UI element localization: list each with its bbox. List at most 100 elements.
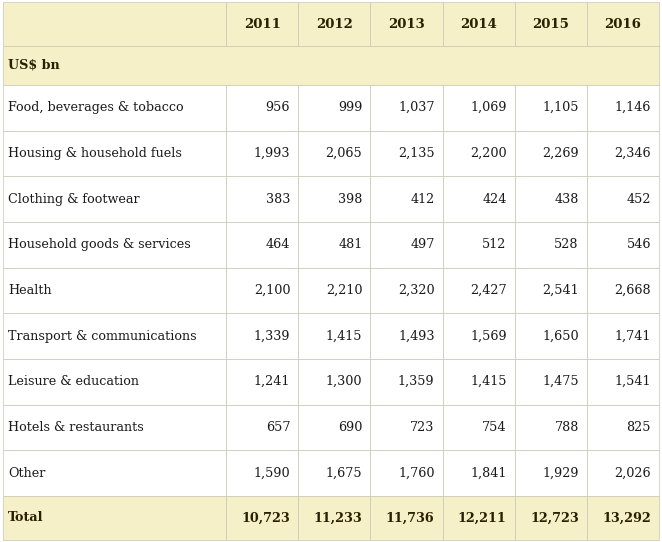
Bar	[370, 313, 442, 359]
Text: 546: 546	[626, 238, 651, 251]
Text: 1,359: 1,359	[398, 375, 434, 388]
Bar	[3, 222, 226, 268]
Text: 1,146: 1,146	[614, 101, 651, 114]
Bar	[298, 131, 370, 176]
Text: Total: Total	[8, 512, 44, 525]
Bar	[370, 496, 442, 540]
Bar	[298, 450, 370, 496]
Bar	[587, 313, 659, 359]
Bar	[587, 268, 659, 313]
Text: 1,415: 1,415	[326, 330, 362, 343]
Bar	[298, 2, 370, 46]
Bar	[442, 404, 514, 450]
Bar	[298, 268, 370, 313]
Text: 1,493: 1,493	[398, 330, 434, 343]
Text: 1,241: 1,241	[254, 375, 290, 388]
Text: Housing & household fuels: Housing & household fuels	[8, 147, 182, 160]
Bar	[3, 85, 226, 131]
Text: Other: Other	[8, 467, 46, 480]
Bar	[370, 450, 442, 496]
Text: 1,415: 1,415	[470, 375, 506, 388]
Text: 754: 754	[482, 421, 506, 434]
Bar	[298, 176, 370, 222]
Bar	[587, 131, 659, 176]
Text: 10,723: 10,723	[242, 512, 290, 525]
Bar	[442, 222, 514, 268]
Text: 497: 497	[410, 238, 434, 251]
Text: 424: 424	[483, 192, 506, 205]
Bar	[3, 404, 226, 450]
Bar	[226, 496, 298, 540]
Bar	[587, 359, 659, 404]
Bar	[226, 450, 298, 496]
Bar	[298, 85, 370, 131]
Text: Hotels & restaurants: Hotels & restaurants	[8, 421, 144, 434]
Text: 1,929: 1,929	[542, 467, 579, 480]
Bar	[3, 268, 226, 313]
Bar	[514, 176, 587, 222]
Bar	[587, 496, 659, 540]
Text: 1,037: 1,037	[398, 101, 434, 114]
Bar	[298, 359, 370, 404]
Bar	[226, 222, 298, 268]
Bar	[514, 85, 587, 131]
Text: 481: 481	[338, 238, 362, 251]
Text: 1,105: 1,105	[542, 101, 579, 114]
Text: 412: 412	[410, 192, 434, 205]
Text: 2015: 2015	[532, 17, 569, 30]
Text: US$ bn: US$ bn	[8, 59, 60, 72]
Text: 2011: 2011	[244, 17, 281, 30]
Bar	[3, 2, 226, 46]
Bar	[587, 85, 659, 131]
Bar	[370, 222, 442, 268]
Text: 2,541: 2,541	[542, 284, 579, 297]
Text: 999: 999	[338, 101, 362, 114]
Bar	[226, 268, 298, 313]
Bar	[298, 496, 370, 540]
Bar	[370, 131, 442, 176]
Bar	[442, 313, 514, 359]
Text: 2,346: 2,346	[614, 147, 651, 160]
Text: 464: 464	[266, 238, 290, 251]
Bar	[3, 359, 226, 404]
Bar	[226, 85, 298, 131]
Bar	[442, 85, 514, 131]
Text: 2016: 2016	[604, 17, 641, 30]
Bar	[587, 404, 659, 450]
Bar	[370, 404, 442, 450]
Bar	[442, 450, 514, 496]
Bar	[514, 131, 587, 176]
Text: Leisure & education: Leisure & education	[8, 375, 139, 388]
Text: 12,211: 12,211	[458, 512, 506, 525]
Text: 1,993: 1,993	[254, 147, 290, 160]
Bar	[226, 404, 298, 450]
Bar	[226, 313, 298, 359]
Text: 1,475: 1,475	[542, 375, 579, 388]
Text: 2,135: 2,135	[398, 147, 434, 160]
Text: 1,569: 1,569	[470, 330, 506, 343]
Text: 2,100: 2,100	[254, 284, 290, 297]
Text: 512: 512	[483, 238, 506, 251]
Text: 1,741: 1,741	[614, 330, 651, 343]
Bar	[514, 222, 587, 268]
Text: Food, beverages & tobacco: Food, beverages & tobacco	[8, 101, 183, 114]
Text: 723: 723	[410, 421, 434, 434]
Bar	[442, 131, 514, 176]
Text: 1,069: 1,069	[470, 101, 506, 114]
Bar	[370, 359, 442, 404]
Text: Transport & communications: Transport & communications	[8, 330, 197, 343]
Bar	[3, 313, 226, 359]
Text: 1,675: 1,675	[326, 467, 362, 480]
Bar	[226, 176, 298, 222]
Bar	[587, 2, 659, 46]
Text: 528: 528	[554, 238, 579, 251]
Text: 12,723: 12,723	[530, 512, 579, 525]
Bar	[442, 359, 514, 404]
Text: 657: 657	[265, 421, 290, 434]
Text: 2,210: 2,210	[326, 284, 362, 297]
Bar	[587, 176, 659, 222]
Text: Household goods & services: Household goods & services	[8, 238, 191, 251]
Bar	[442, 176, 514, 222]
Bar	[514, 2, 587, 46]
Text: 383: 383	[266, 192, 290, 205]
